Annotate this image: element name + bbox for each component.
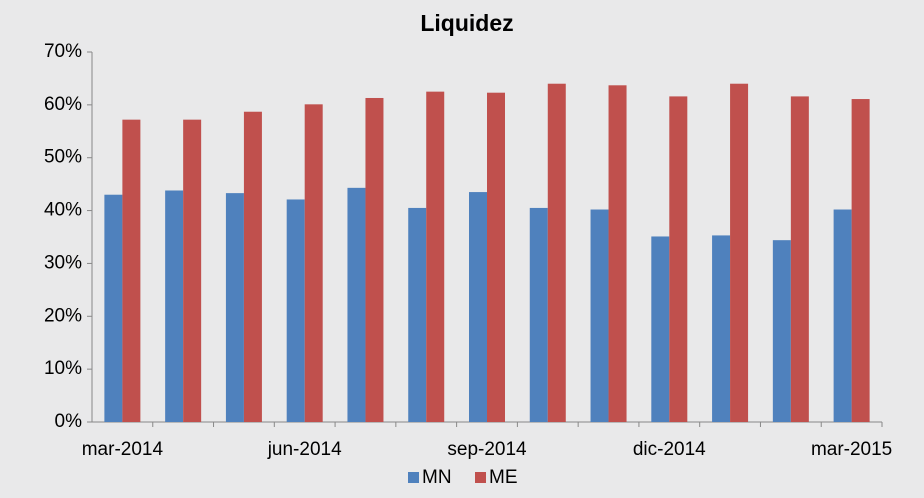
x-tick-label: jun-2014 bbox=[267, 439, 342, 460]
y-tick-label: 0% bbox=[55, 411, 83, 432]
bar bbox=[547, 83, 566, 422]
legend-label: ME bbox=[489, 467, 518, 488]
bar bbox=[790, 96, 809, 423]
bar bbox=[286, 199, 305, 422]
x-tick-label: dic-2014 bbox=[633, 439, 706, 460]
y-tick-label: 60% bbox=[44, 94, 82, 115]
bar bbox=[851, 99, 870, 423]
bar bbox=[669, 96, 688, 423]
legend-swatch bbox=[408, 472, 419, 483]
bar bbox=[712, 235, 731, 422]
bar bbox=[651, 236, 670, 422]
bar bbox=[608, 85, 627, 423]
bar bbox=[243, 111, 262, 422]
bar bbox=[304, 104, 323, 422]
y-tick-label: 50% bbox=[44, 147, 82, 168]
y-tick-label: 70% bbox=[44, 41, 82, 62]
bar bbox=[772, 240, 791, 422]
bar bbox=[730, 83, 749, 422]
bar bbox=[469, 192, 487, 422]
y-tick-label: 20% bbox=[44, 305, 82, 326]
bar bbox=[590, 209, 609, 422]
y-tick-label: 10% bbox=[44, 358, 82, 379]
legend-swatch bbox=[475, 472, 486, 483]
bar bbox=[225, 193, 244, 422]
x-tick-label: mar-2014 bbox=[82, 439, 164, 460]
chart-title: Liquidez bbox=[420, 10, 513, 36]
bar bbox=[183, 119, 202, 423]
bar bbox=[408, 207, 427, 422]
y-tick-label: 40% bbox=[44, 200, 82, 221]
x-tick-label: mar-2015 bbox=[811, 439, 892, 460]
bar bbox=[529, 207, 548, 422]
bar bbox=[104, 194, 123, 422]
bar bbox=[487, 92, 505, 422]
bar bbox=[165, 190, 184, 422]
x-tick-label: sep-2014 bbox=[447, 439, 527, 460]
bar bbox=[122, 119, 141, 423]
bar bbox=[347, 187, 366, 422]
bar bbox=[833, 209, 852, 422]
bar bbox=[426, 91, 445, 423]
bar bbox=[365, 97, 384, 422]
y-tick-label: 30% bbox=[44, 252, 82, 273]
legend-label: MN bbox=[422, 467, 452, 488]
